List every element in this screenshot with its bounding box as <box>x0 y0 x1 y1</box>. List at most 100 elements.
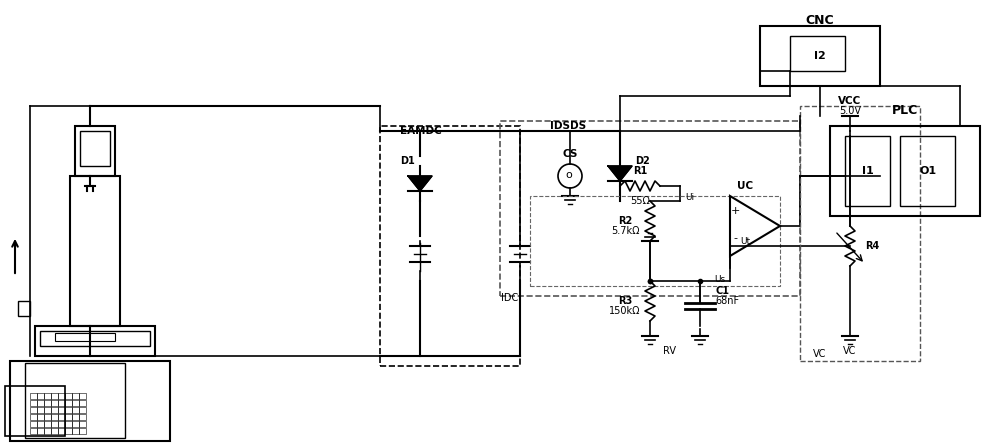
Bar <box>30 413 36 420</box>
Bar <box>30 406 36 413</box>
Bar <box>79 400 86 406</box>
Bar <box>79 428 86 434</box>
Text: -: - <box>733 233 737 243</box>
Text: R1: R1 <box>633 166 647 176</box>
Text: 68nF: 68nF <box>715 296 739 306</box>
Bar <box>65 413 72 420</box>
Bar <box>58 400 65 406</box>
Text: R2: R2 <box>618 216 632 226</box>
Text: +: + <box>730 206 740 216</box>
Text: PLC: PLC <box>892 104 918 117</box>
Text: EAMDC: EAMDC <box>400 126 442 136</box>
Bar <box>55 333 115 341</box>
Bar <box>900 136 955 206</box>
Bar <box>51 400 58 406</box>
Bar <box>30 392 36 399</box>
Bar <box>30 400 36 406</box>
Bar <box>40 331 150 346</box>
Polygon shape <box>608 166 632 181</box>
Bar <box>70 176 120 326</box>
Bar <box>37 392 44 399</box>
Text: Ut: Ut <box>740 236 750 245</box>
Bar <box>72 428 79 434</box>
Bar <box>760 26 880 86</box>
Bar <box>79 421 86 427</box>
Text: UC: UC <box>737 181 753 191</box>
Bar <box>75 126 115 176</box>
Text: RV: RV <box>664 346 676 356</box>
Text: D2: D2 <box>635 156 650 166</box>
Bar <box>530 196 780 286</box>
Bar <box>65 392 72 399</box>
Text: VC: VC <box>813 349 827 359</box>
Text: CNC: CNC <box>806 15 834 28</box>
Bar <box>51 406 58 413</box>
Bar <box>25 363 125 438</box>
Bar <box>10 361 170 441</box>
Bar <box>44 421 50 427</box>
Bar <box>35 326 155 356</box>
Bar <box>80 131 110 166</box>
Bar <box>65 400 72 406</box>
Bar <box>79 406 86 413</box>
Bar <box>58 406 65 413</box>
Text: VCC: VCC <box>838 96 862 106</box>
Bar <box>44 428 50 434</box>
Text: o: o <box>566 170 572 180</box>
Text: Ui: Ui <box>685 194 695 202</box>
Bar <box>72 421 79 427</box>
Bar <box>30 421 36 427</box>
Polygon shape <box>408 176 432 191</box>
Bar <box>51 413 58 420</box>
Bar <box>79 413 86 420</box>
Bar <box>65 428 72 434</box>
Bar <box>65 406 72 413</box>
Bar <box>58 428 65 434</box>
Bar <box>830 126 980 216</box>
Text: R3: R3 <box>618 296 632 306</box>
Text: IDC: IDC <box>501 293 519 303</box>
Bar <box>800 106 920 361</box>
Bar <box>51 421 58 427</box>
Bar <box>5 386 65 436</box>
Text: O1: O1 <box>919 166 937 176</box>
Bar <box>30 428 36 434</box>
Bar <box>72 400 79 406</box>
Bar <box>37 428 44 434</box>
Bar <box>51 392 58 399</box>
Bar <box>37 421 44 427</box>
Text: D1: D1 <box>400 156 415 166</box>
Text: I1: I1 <box>862 166 874 176</box>
Bar <box>44 392 50 399</box>
Bar <box>44 413 50 420</box>
Text: C1: C1 <box>715 286 729 296</box>
Bar <box>58 421 65 427</box>
Bar <box>79 392 86 399</box>
Text: 5.0V: 5.0V <box>839 106 861 116</box>
Bar <box>51 428 58 434</box>
Bar <box>500 121 800 296</box>
Text: R4: R4 <box>865 241 879 251</box>
Bar <box>37 413 44 420</box>
Text: CS: CS <box>562 149 578 159</box>
Bar <box>845 136 890 206</box>
Text: IDSDS: IDSDS <box>550 121 586 131</box>
Text: 55Ω: 55Ω <box>630 196 650 206</box>
Bar <box>380 126 520 366</box>
Bar <box>58 413 65 420</box>
Bar <box>18 301 30 316</box>
Text: 150kΩ: 150kΩ <box>609 306 641 316</box>
Bar <box>72 392 79 399</box>
Bar <box>65 421 72 427</box>
Bar <box>44 406 50 413</box>
Bar <box>72 406 79 413</box>
Bar <box>37 406 44 413</box>
Text: I2: I2 <box>814 51 826 61</box>
Bar <box>58 392 65 399</box>
Bar <box>37 400 44 406</box>
Bar <box>790 36 845 71</box>
Text: 5.7kΩ: 5.7kΩ <box>611 226 639 236</box>
Bar <box>44 400 50 406</box>
Text: Us: Us <box>714 274 726 284</box>
Bar <box>72 413 79 420</box>
